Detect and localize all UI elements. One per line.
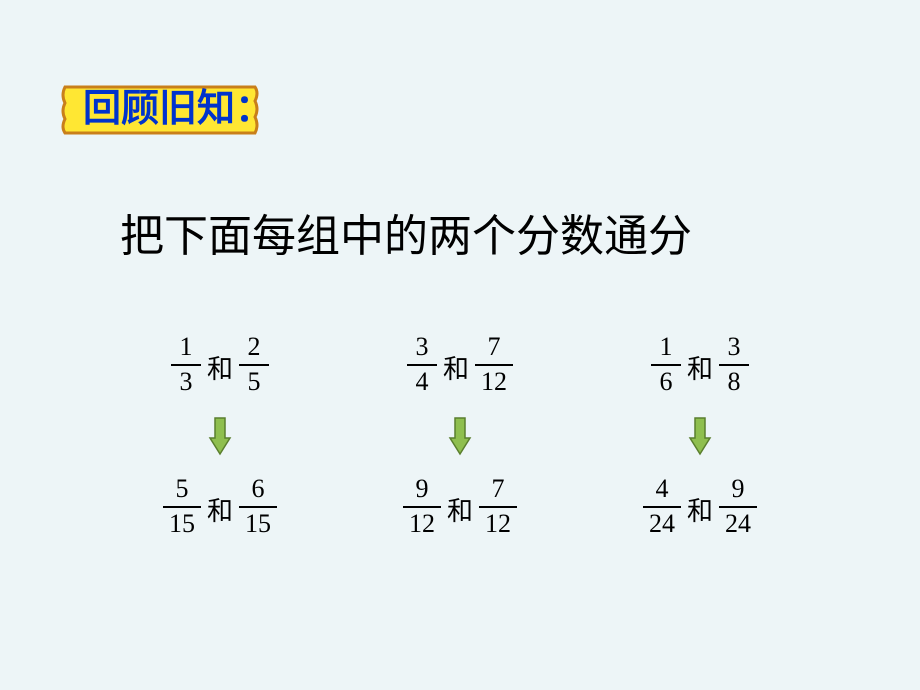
fraction-1-top-b: 2 5 [239,333,269,396]
down-arrow-icon [688,416,712,456]
denominator: 4 [409,366,434,397]
fraction-3-top-a: 1 6 [651,333,681,396]
conj: 和 [207,349,233,386]
numerator: 3 [722,333,747,364]
denominator: 3 [173,366,198,397]
denominator: 5 [242,366,267,397]
numerator: 3 [409,333,434,364]
numerator: 9 [726,475,751,506]
denominator: 24 [643,508,681,539]
fraction-1-bot-b: 6 15 [239,475,277,538]
group-3-bottom: 4 24 和 9 24 [641,472,759,542]
group-1-bottom: 5 15 和 6 15 [161,472,279,542]
arrow-1 [208,406,232,466]
fraction-3-bot-a: 4 24 [643,475,681,538]
denominator: 8 [722,366,747,397]
group-1: 1 3 和 2 5 5 15 和 6 [120,330,320,542]
numerator: 7 [482,333,507,364]
arrow-2 [448,406,472,466]
conj: 和 [687,349,713,386]
denominator: 12 [403,508,441,539]
banner-shape: 回顾旧知： [55,75,275,145]
group-2-top: 3 4 和 7 12 [405,330,515,400]
conj: 和 [207,491,233,528]
fraction-groups: 1 3 和 2 5 5 15 和 6 [0,330,920,542]
conj: 和 [443,349,469,386]
numerator: 2 [242,333,267,364]
fraction-2-bot-a: 9 12 [403,475,441,538]
arrow-3 [688,406,712,466]
numerator: 4 [649,475,674,506]
denominator: 6 [653,366,678,397]
numerator: 1 [653,333,678,364]
group-3-top: 1 6 和 3 8 [649,330,751,400]
numerator: 6 [246,475,271,506]
numerator: 5 [169,475,194,506]
fraction-1-bot-a: 5 15 [163,475,201,538]
fraction-1-top-a: 1 3 [171,333,201,396]
denominator: 15 [163,508,201,539]
review-banner: 回顾旧知： [55,75,275,150]
fraction-2-bot-b: 7 12 [479,475,517,538]
numerator: 1 [173,333,198,364]
numerator: 9 [409,475,434,506]
denominator: 24 [719,508,757,539]
banner-text: 回顾旧知： [83,88,273,130]
fraction-2-top-b: 7 12 [475,333,513,396]
fraction-2-top-a: 3 4 [407,333,437,396]
down-arrow-icon [208,416,232,456]
fraction-3-top-b: 3 8 [719,333,749,396]
denominator: 12 [475,366,513,397]
instruction-text: 把下面每组中的两个分数通分 [120,200,692,264]
denominator: 12 [479,508,517,539]
fraction-3-bot-b: 9 24 [719,475,757,538]
group-2-bottom: 9 12 和 7 12 [401,472,519,542]
conj: 和 [687,491,713,528]
conj: 和 [447,491,473,528]
group-3: 1 6 和 3 8 4 24 和 9 [600,330,800,542]
group-1-top: 1 3 和 2 5 [169,330,271,400]
numerator: 7 [486,475,511,506]
group-2: 3 4 和 7 12 9 12 和 7 [360,330,560,542]
denominator: 15 [239,508,277,539]
down-arrow-icon [448,416,472,456]
